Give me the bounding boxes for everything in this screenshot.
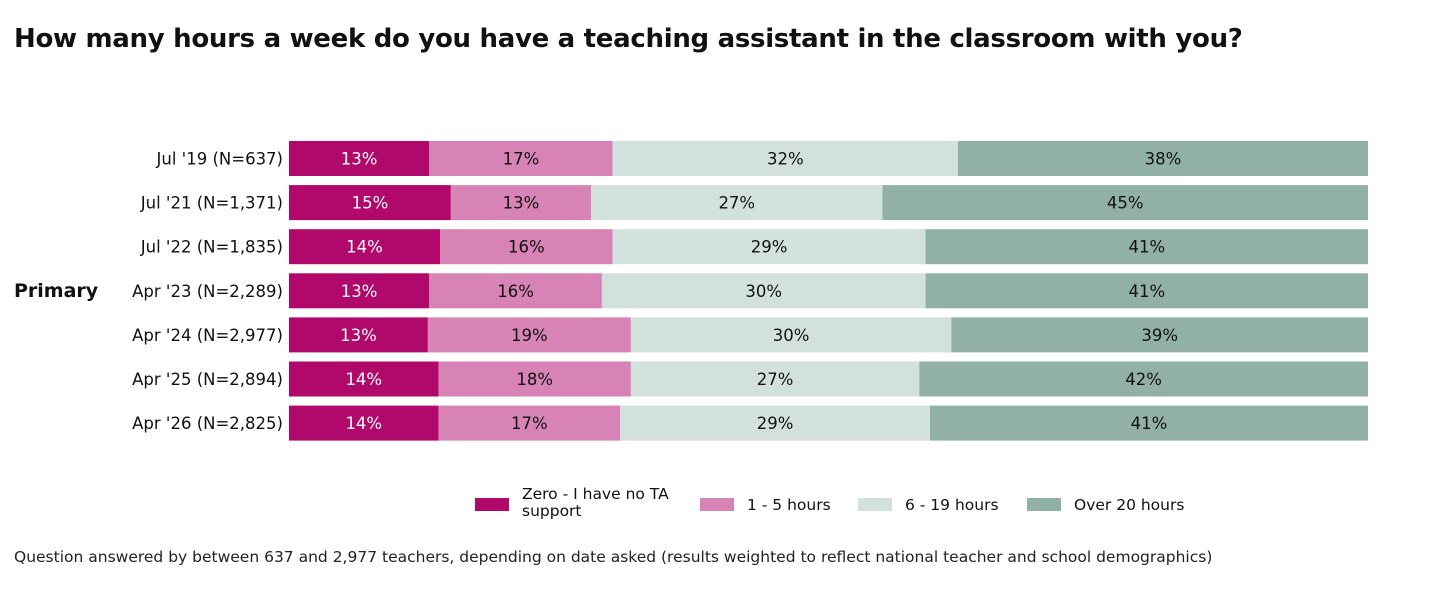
bar-segment [440,229,613,265]
legend-swatch [858,498,892,511]
legend-swatch [700,498,734,511]
category-labels: Jul '19 (N=637) Jul '21 (N=1,371) Jul '22 … [132,150,283,434]
data-label: 32% [767,150,804,169]
bar-segment [289,229,441,265]
data-label: 13% [340,326,377,345]
legend-label: Zero - I have no TA support [522,485,669,520]
bar-segment [289,141,430,176]
data-label: 13% [341,150,378,169]
bar-segment [620,405,930,441]
bar-segment [429,141,613,176]
data-label: 27% [757,370,794,389]
data-label: 42% [1125,370,1162,389]
bar-segment [925,273,1368,309]
bar-segment [612,229,926,265]
data-label: 17% [511,414,548,433]
bar-segment [630,361,920,397]
data-label: 38% [1145,150,1182,169]
data-label: 30% [745,282,782,301]
category-label: Apr '26 (N=2,825) [132,414,283,433]
bar-segment [289,317,428,353]
data-label: 29% [757,414,794,433]
bar-segment [450,185,592,221]
group-label: Primary [14,280,99,302]
data-label: 13% [503,194,540,213]
legend-swatch [475,498,509,511]
data-label: 18% [516,370,553,389]
category-label: Apr '25 (N=2,894) [132,370,283,389]
bar-segment [601,273,926,309]
data-label: 19% [511,326,548,345]
bar-segment [882,185,1368,221]
data-label: 16% [497,282,534,301]
bar-segment [289,361,439,397]
legend: Zero - I have no TA support 1 - 5 hours 6 -… [475,485,1184,520]
data-label: 45% [1107,194,1144,213]
bar-segment [429,273,602,309]
bar-segment [289,405,439,441]
bar-segment [438,361,631,397]
bar-segment [438,405,621,441]
data-label: 13% [341,282,378,301]
category-label: Apr '23 (N=2,289) [132,282,283,301]
bar-segment [919,361,1368,397]
category-label: Jul '19 (N=637) [156,150,283,169]
legend-swatch [1027,498,1061,511]
category-label: Jul '21 (N=1,371) [140,194,283,213]
category-label: Apr '24 (N=2,977) [132,326,283,345]
legend-label: 6 - 19 hours [905,496,999,514]
bar-segment [289,185,451,221]
data-label: 30% [773,326,810,345]
bars-layer: 13% 17% 32% 38% 15% 13% 27% 45% 14% 16% 29% 41% 13% 1… [289,141,1368,441]
data-label: 41% [1131,414,1168,433]
bar-segment [427,317,631,353]
data-label: 14% [345,370,382,389]
bar-segment [612,141,958,176]
data-label: 41% [1128,282,1165,301]
data-label: 14% [346,238,383,257]
bar-segment [630,317,952,353]
bar-segment [951,317,1368,353]
legend-label: 1 - 5 hours [747,496,831,514]
bar-segment [591,185,883,221]
legend-label: Over 20 hours [1074,496,1184,514]
data-label: 39% [1141,326,1178,345]
chart-title: How many hours a week do you have a teac… [14,24,1243,54]
bar-segment [957,141,1368,176]
bar-segment [289,273,430,309]
data-label: 14% [345,414,382,433]
category-label: Jul '22 (N=1,835) [140,238,283,257]
footnote: Question answered by between 637 and 2,9… [14,548,1213,566]
data-label: 41% [1128,238,1165,257]
data-label: 29% [751,238,788,257]
data-label: 16% [508,238,545,257]
bar-segment [925,229,1368,265]
bar-segment [929,405,1368,441]
data-label: 27% [718,194,755,213]
data-label: 15% [352,194,389,213]
data-label: 17% [503,150,540,169]
